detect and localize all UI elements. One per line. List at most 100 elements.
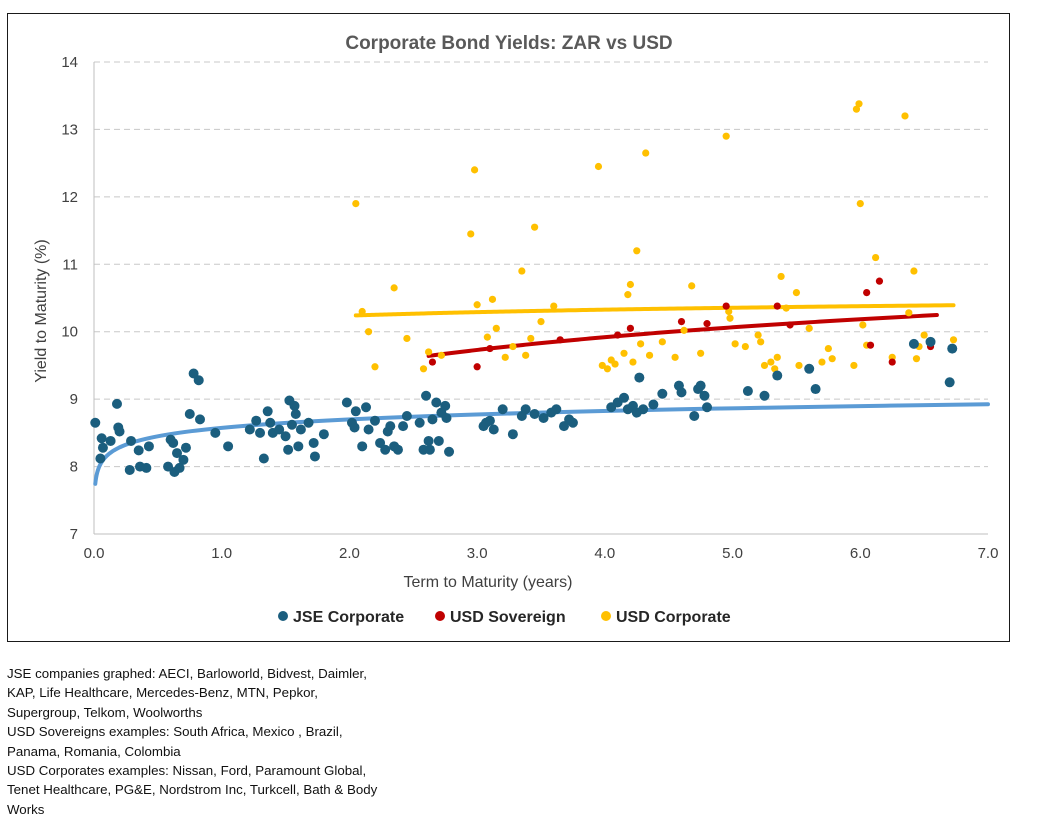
data-point-jse-corporate bbox=[262, 406, 273, 417]
data-point-jse-corporate bbox=[421, 390, 432, 401]
data-point-usd-corporate bbox=[767, 358, 775, 366]
y-tick-label: 10 bbox=[61, 324, 78, 341]
note-line: Supergroup, Telkom, Woolworths bbox=[7, 704, 203, 720]
data-point-jse-corporate bbox=[551, 404, 562, 415]
data-point-usd-corporate bbox=[603, 365, 612, 373]
data-point-usd-sovereign bbox=[486, 344, 494, 353]
data-point-jse-corporate bbox=[657, 388, 668, 399]
data-point-jse-corporate bbox=[423, 435, 434, 446]
data-point-usd-corporate bbox=[852, 105, 861, 113]
data-point-usd-sovereign bbox=[722, 302, 730, 310]
data-point-jse-corporate bbox=[184, 408, 195, 419]
data-point-jse-corporate bbox=[634, 372, 645, 383]
data-point-usd-corporate bbox=[488, 295, 497, 303]
data-point-usd-corporate bbox=[419, 365, 428, 373]
trendline-usd-corporate bbox=[353, 303, 956, 318]
data-point-usd-corporate bbox=[473, 301, 481, 309]
data-point-jse-corporate bbox=[111, 398, 122, 409]
chart-title: Corporate Bond Yields: ZAR vs USD bbox=[345, 33, 672, 54]
data-point-usd-corporate bbox=[633, 247, 641, 255]
data-point-usd-sovereign bbox=[875, 277, 884, 285]
data-point-jse-corporate bbox=[178, 454, 189, 465]
data-point-jse-corporate bbox=[274, 424, 285, 435]
data-point-usd-corporate bbox=[352, 200, 360, 208]
points-layer bbox=[90, 100, 958, 477]
data-point-usd-corporate bbox=[905, 309, 913, 317]
notes-block: JSE companies graphed: AECI, Barloworld,… bbox=[7, 664, 467, 819]
data-point-usd-corporate bbox=[777, 272, 785, 281]
data-point-jse-corporate bbox=[105, 435, 116, 446]
data-point-usd-corporate bbox=[910, 267, 918, 275]
note-line: Panama, Romania, Colombia bbox=[7, 743, 181, 759]
data-point-jse-corporate bbox=[114, 426, 125, 437]
y-axis-title: Yield to Maturity (%) bbox=[33, 239, 50, 382]
data-point-jse-corporate bbox=[357, 441, 368, 452]
data-point-usd-corporate bbox=[671, 353, 679, 361]
data-point-jse-corporate bbox=[947, 343, 958, 354]
data-point-jse-corporate bbox=[804, 363, 815, 374]
data-point-jse-corporate bbox=[689, 411, 700, 421]
data-point-jse-corporate bbox=[293, 441, 304, 452]
data-point-jse-corporate bbox=[95, 453, 106, 464]
data-point-jse-corporate bbox=[695, 380, 706, 391]
data-point-usd-corporate bbox=[642, 149, 650, 157]
data-point-usd-corporate bbox=[824, 344, 832, 353]
data-point-usd-corporate bbox=[680, 326, 688, 334]
data-point-usd-corporate bbox=[872, 253, 880, 262]
data-point-jse-corporate bbox=[265, 417, 276, 428]
data-point-jse-corporate bbox=[414, 417, 425, 428]
y-tick-label: 12 bbox=[61, 189, 78, 206]
trendline-usd-sovereign bbox=[426, 313, 939, 358]
data-point-jse-corporate bbox=[925, 336, 936, 347]
data-point-usd-corporate bbox=[795, 361, 803, 370]
data-point-jse-corporate bbox=[133, 445, 144, 456]
data-point-jse-corporate bbox=[308, 437, 319, 448]
y-tick-label: 9 bbox=[70, 391, 78, 408]
data-point-usd-corporate bbox=[949, 336, 958, 344]
x-axis-title: Term to Maturity (years) bbox=[404, 574, 573, 591]
data-point-jse-corporate bbox=[401, 411, 412, 421]
data-point-usd-corporate bbox=[358, 307, 366, 316]
data-point-usd-corporate bbox=[855, 100, 863, 108]
data-point-jse-corporate bbox=[283, 444, 294, 455]
data-point-jse-corporate bbox=[168, 437, 179, 448]
data-point-usd-corporate bbox=[537, 318, 545, 326]
data-point-jse-corporate bbox=[944, 377, 955, 388]
data-point-jse-corporate bbox=[648, 399, 659, 410]
data-point-usd-corporate bbox=[658, 338, 666, 346]
x-tick-label: 6.0 bbox=[850, 545, 871, 562]
data-point-usd-corporate bbox=[805, 324, 813, 332]
data-point-usd-corporate bbox=[470, 166, 479, 174]
data-point-jse-corporate bbox=[124, 464, 135, 475]
note-line: KAP, Life Healthcare, Mercedes-Benz, MTN… bbox=[7, 685, 318, 701]
data-point-usd-corporate bbox=[741, 342, 749, 351]
legend-marker bbox=[601, 611, 611, 621]
data-point-jse-corporate bbox=[295, 424, 306, 435]
data-point-jse-corporate bbox=[318, 429, 329, 440]
x-tick-label: 5.0 bbox=[722, 545, 743, 562]
data-point-usd-corporate bbox=[518, 267, 526, 275]
data-point-usd-corporate bbox=[726, 314, 734, 322]
data-point-usd-sovereign bbox=[428, 358, 437, 366]
data-point-usd-sovereign bbox=[556, 336, 564, 344]
data-point-usd-corporate bbox=[792, 289, 801, 297]
data-point-jse-corporate bbox=[290, 408, 301, 419]
data-point-usd-corporate bbox=[731, 340, 739, 348]
note-line: USD Corporates examples: Nissan, Ford, P… bbox=[7, 763, 367, 779]
data-point-usd-corporate bbox=[522, 351, 530, 359]
data-point-jse-corporate bbox=[193, 375, 204, 386]
data-point-jse-corporate bbox=[810, 384, 821, 395]
data-point-usd-corporate bbox=[771, 365, 779, 373]
data-point-jse-corporate bbox=[638, 404, 649, 415]
data-point-jse-corporate bbox=[210, 427, 221, 438]
grid-layer bbox=[94, 61, 988, 468]
data-point-jse-corporate bbox=[286, 419, 297, 430]
note-line: Tenet Healthcare, PG&E, Nordstrom Inc, T… bbox=[7, 782, 378, 798]
data-point-jse-corporate bbox=[497, 404, 508, 415]
data-point-jse-corporate bbox=[255, 427, 266, 438]
data-point-jse-corporate bbox=[676, 387, 687, 398]
data-point-jse-corporate bbox=[309, 451, 320, 462]
data-point-jse-corporate bbox=[772, 370, 783, 381]
data-point-usd-sovereign bbox=[614, 331, 622, 339]
data-point-usd-corporate bbox=[782, 304, 790, 312]
